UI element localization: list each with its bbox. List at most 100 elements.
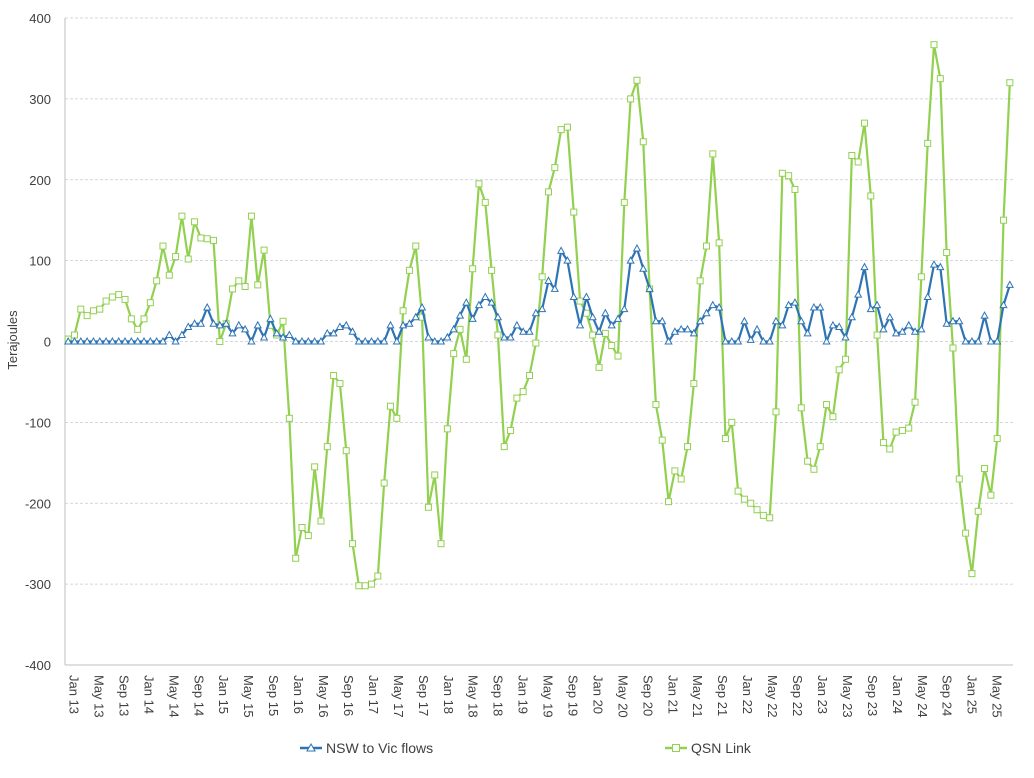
data-point bbox=[955, 316, 964, 325]
data-point bbox=[367, 336, 376, 345]
y-tick-labels: 400 300 200 100 0 -100 -200 -300 -400 bbox=[25, 11, 51, 673]
data-point bbox=[595, 363, 603, 371]
data-point bbox=[626, 256, 635, 264]
data-point bbox=[449, 324, 458, 333]
x-tick-label: Jan 23 bbox=[815, 675, 830, 714]
data-point bbox=[785, 172, 793, 180]
data-point bbox=[980, 311, 989, 319]
data-point bbox=[867, 192, 875, 200]
x-tick-label: Sep 22 bbox=[790, 675, 805, 716]
data-point bbox=[165, 271, 173, 279]
data-point bbox=[342, 447, 350, 455]
data-point bbox=[936, 262, 945, 271]
data-point bbox=[696, 277, 704, 285]
data-point bbox=[317, 517, 325, 525]
y-tick-label: -400 bbox=[25, 658, 51, 673]
x-tick-label: May 20 bbox=[615, 675, 630, 718]
data-point bbox=[898, 327, 907, 335]
data-point bbox=[424, 503, 432, 511]
data-point bbox=[178, 212, 186, 220]
data-point bbox=[177, 330, 187, 339]
data-point bbox=[216, 338, 224, 345]
data-point bbox=[159, 242, 167, 250]
x-tick-label: Sep 21 bbox=[715, 675, 730, 716]
data-point bbox=[910, 327, 920, 335]
data-point bbox=[532, 339, 540, 347]
data-point bbox=[96, 305, 104, 313]
data-point bbox=[203, 235, 211, 243]
data-point bbox=[987, 491, 995, 499]
data-point bbox=[247, 212, 255, 220]
data-point bbox=[885, 312, 894, 321]
data-point bbox=[948, 316, 958, 325]
data-point bbox=[658, 316, 667, 325]
data-point bbox=[879, 324, 888, 333]
data-point bbox=[140, 315, 148, 323]
series-nsw-to-vic bbox=[64, 243, 1014, 345]
legend-item: QSN Link bbox=[665, 740, 752, 756]
x-tick-label: Sep 24 bbox=[940, 675, 955, 716]
data-point bbox=[76, 336, 85, 345]
y-tick-label: -200 bbox=[25, 496, 51, 511]
data-point bbox=[127, 336, 136, 345]
data-point bbox=[684, 443, 692, 451]
data-point bbox=[386, 320, 395, 329]
data-point bbox=[847, 312, 856, 321]
x-tick-label: Jan 22 bbox=[740, 675, 755, 714]
data-point bbox=[728, 418, 736, 426]
data-point bbox=[967, 336, 977, 345]
data-point bbox=[316, 336, 326, 345]
x-tick-label: May 22 bbox=[765, 675, 780, 718]
data-point bbox=[949, 344, 957, 352]
data-point bbox=[892, 428, 900, 436]
data-point bbox=[677, 324, 686, 333]
data-point bbox=[866, 304, 875, 313]
x-tick-label: May 18 bbox=[466, 675, 481, 718]
x-tick-label: Jan 16 bbox=[291, 675, 306, 714]
data-point bbox=[993, 336, 1002, 345]
data-point bbox=[172, 253, 180, 261]
data-point bbox=[526, 371, 534, 379]
data-point bbox=[133, 336, 142, 345]
data-point bbox=[974, 336, 983, 345]
data-point bbox=[765, 336, 774, 345]
data-point bbox=[828, 320, 838, 329]
data-point bbox=[77, 305, 85, 313]
data-point bbox=[146, 336, 155, 345]
data-point bbox=[677, 475, 685, 483]
data-point bbox=[361, 582, 369, 590]
legend-label: QSN Link bbox=[691, 740, 752, 756]
data-point bbox=[575, 320, 585, 329]
data-point bbox=[210, 236, 218, 244]
data-point bbox=[228, 328, 237, 337]
data-point bbox=[260, 246, 268, 254]
data-point bbox=[936, 75, 944, 83]
y-tick-label: 100 bbox=[29, 254, 51, 269]
data-point bbox=[240, 324, 250, 333]
x-tick-label: May 14 bbox=[166, 675, 181, 718]
x-tick-label: Sep 20 bbox=[640, 675, 655, 716]
data-point bbox=[184, 322, 193, 330]
data-point bbox=[83, 312, 91, 320]
data-point bbox=[297, 336, 307, 345]
data-point bbox=[398, 320, 408, 329]
data-point bbox=[298, 524, 306, 532]
data-point bbox=[645, 284, 654, 292]
data-point bbox=[955, 475, 963, 483]
data-point bbox=[569, 292, 578, 301]
data-point bbox=[102, 297, 110, 305]
x-tick-label: May 13 bbox=[92, 675, 107, 718]
data-point bbox=[791, 185, 799, 193]
y-tick-label: 400 bbox=[29, 11, 51, 26]
legend-marker bbox=[672, 744, 680, 752]
data-point bbox=[974, 507, 982, 515]
data-point bbox=[563, 123, 571, 131]
data-point bbox=[923, 292, 932, 301]
data-point bbox=[632, 243, 642, 252]
data-point bbox=[879, 439, 887, 447]
data-point bbox=[253, 320, 262, 329]
data-point bbox=[797, 404, 805, 412]
data-point bbox=[708, 300, 717, 309]
data-point bbox=[766, 514, 774, 522]
data-point bbox=[285, 330, 294, 339]
